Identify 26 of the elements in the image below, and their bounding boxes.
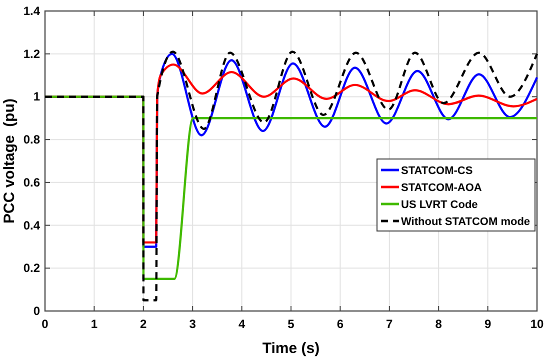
x-axis-title: Time (s) — [262, 340, 320, 357]
legend-label: Without STATCOM mode — [401, 216, 530, 228]
line-series — [44, 50, 538, 302]
legend-label: STATCOM-AOA — [401, 182, 482, 194]
x-tick-label: 3 — [189, 317, 196, 331]
x-tick-label: 6 — [336, 317, 344, 331]
x-tick-label: 8 — [435, 317, 442, 331]
y-tick-label: 0.4 — [23, 218, 40, 232]
y-axis-title: PCC voltage (pu) — [1, 98, 18, 224]
x-tick-label: 1 — [90, 317, 98, 331]
y-tick-label: 1 — [33, 90, 40, 104]
x-tick-label: 10 — [530, 317, 544, 331]
x-tick-label: 4 — [238, 317, 246, 331]
legend-label: US LVRT Code — [401, 199, 478, 211]
y-tick-label: 0.2 — [23, 261, 40, 276]
x-tick-label: 7 — [386, 317, 394, 331]
y-tick-label: 1.2 — [23, 46, 40, 61]
y-tick-label: 0.6 — [23, 175, 40, 190]
x-tick-label: 5 — [288, 317, 295, 331]
y-tick-label: 0 — [33, 304, 40, 318]
y-tick-label: 0.8 — [23, 132, 40, 147]
x-tick-label: 2 — [140, 317, 148, 331]
legend-label: STATCOM-CS — [401, 165, 473, 177]
x-tick-label: 9 — [484, 317, 492, 331]
y-tick-label: 1.4 — [23, 4, 40, 18]
x-tick-label: 0 — [42, 317, 49, 331]
